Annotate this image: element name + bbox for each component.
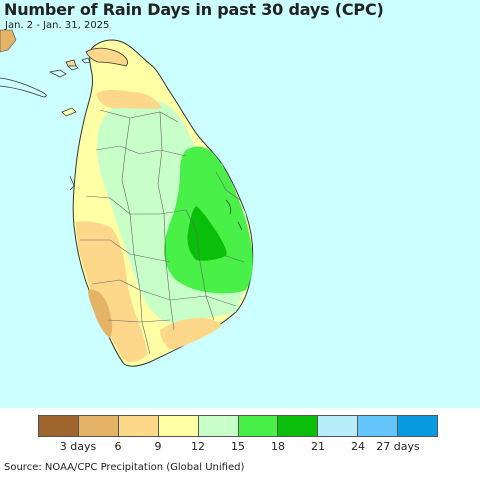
zone-9-days-south [160, 318, 222, 350]
legend-swatch [78, 416, 119, 436]
legend-label: 3 days [59, 440, 97, 453]
legend-swatch [278, 416, 319, 436]
sri-lanka-map [0, 29, 254, 367]
coastal-lagoons [69, 175, 243, 231]
legend-labels: 3 days 6 9 12 15 18 21 24 27 days [0, 440, 480, 456]
source-credit: Source: NOAA/CPC Precipitation (Global U… [4, 462, 245, 473]
legend-swatch [318, 416, 359, 436]
legend-swatch [398, 416, 438, 436]
legend-label: 9 [154, 440, 162, 453]
map-panel: Number of Rain Days in past 30 days (CPC… [0, 0, 480, 408]
india-landmass [0, 29, 17, 53]
zone-9-days-north [96, 90, 162, 109]
legend-label: 21 [311, 440, 325, 453]
legend-swatch [158, 416, 199, 436]
legend-label: 18 [271, 440, 285, 453]
mannar-island [61, 107, 77, 117]
legend-swatch [118, 416, 159, 436]
legend-label: 12 [191, 440, 205, 453]
color-legend-bar [38, 415, 438, 437]
india-coast-outline [0, 77, 47, 98]
zone-21-days [187, 206, 227, 261]
zone-9-days-sw [76, 221, 148, 362]
district-boundaries [80, 109, 245, 355]
map-title: Number of Rain Days in past 30 days (CPC… [4, 0, 384, 19]
legend-label: 27 days [376, 440, 420, 453]
map-date-range: Jan. 2 - Jan. 31, 2025 [5, 20, 110, 31]
legend-swatch [39, 416, 79, 436]
legend-label: 15 [231, 440, 245, 453]
legend-swatch [198, 416, 239, 436]
legend-swatch [238, 416, 279, 436]
legend-swatch [358, 416, 399, 436]
legend-label: 6 [114, 440, 122, 453]
zone-6-days-sw [88, 289, 113, 338]
legend-label: 24 [351, 440, 365, 453]
jaffna-peninsula [65, 47, 128, 67]
